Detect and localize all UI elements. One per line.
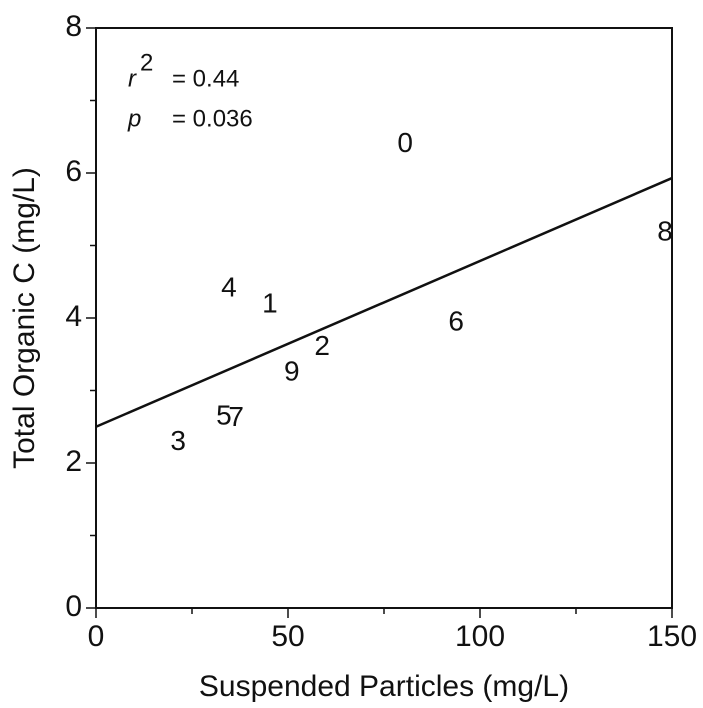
point-label: 3	[170, 425, 186, 456]
point-label: 4	[221, 271, 237, 302]
p-value: = 0.036	[172, 105, 253, 132]
r-symbol: r	[128, 65, 137, 92]
y-tick-label: 0	[65, 590, 82, 623]
p-symbol: p	[127, 105, 141, 132]
r-value: = 0.44	[172, 65, 239, 92]
r-exponent: 2	[140, 49, 153, 76]
point-label: 0	[397, 127, 413, 158]
x-axis-title: Suspended Particles (mg/L)	[199, 670, 569, 703]
y-axis-title: Total Organic C (mg/L)	[8, 167, 41, 469]
point-label: 6	[448, 305, 464, 336]
point-label: 7	[228, 401, 244, 432]
y-tick-label: 8	[65, 10, 82, 43]
y-tick-label: 6	[65, 155, 82, 188]
y-tick-label: 2	[65, 445, 82, 478]
x-tick-label: 100	[455, 620, 505, 653]
fit-line	[95, 176, 673, 428]
x-tick-label: 150	[647, 620, 697, 653]
point-label: 1	[262, 287, 278, 318]
point-label: 9	[284, 355, 300, 386]
point-label: 2	[314, 330, 330, 361]
x-tick-label: 0	[88, 620, 105, 653]
point-label: 8	[657, 216, 673, 247]
x-tick-label: 50	[271, 620, 304, 653]
point-label: 5	[216, 400, 232, 431]
y-tick-label: 4	[65, 300, 82, 333]
